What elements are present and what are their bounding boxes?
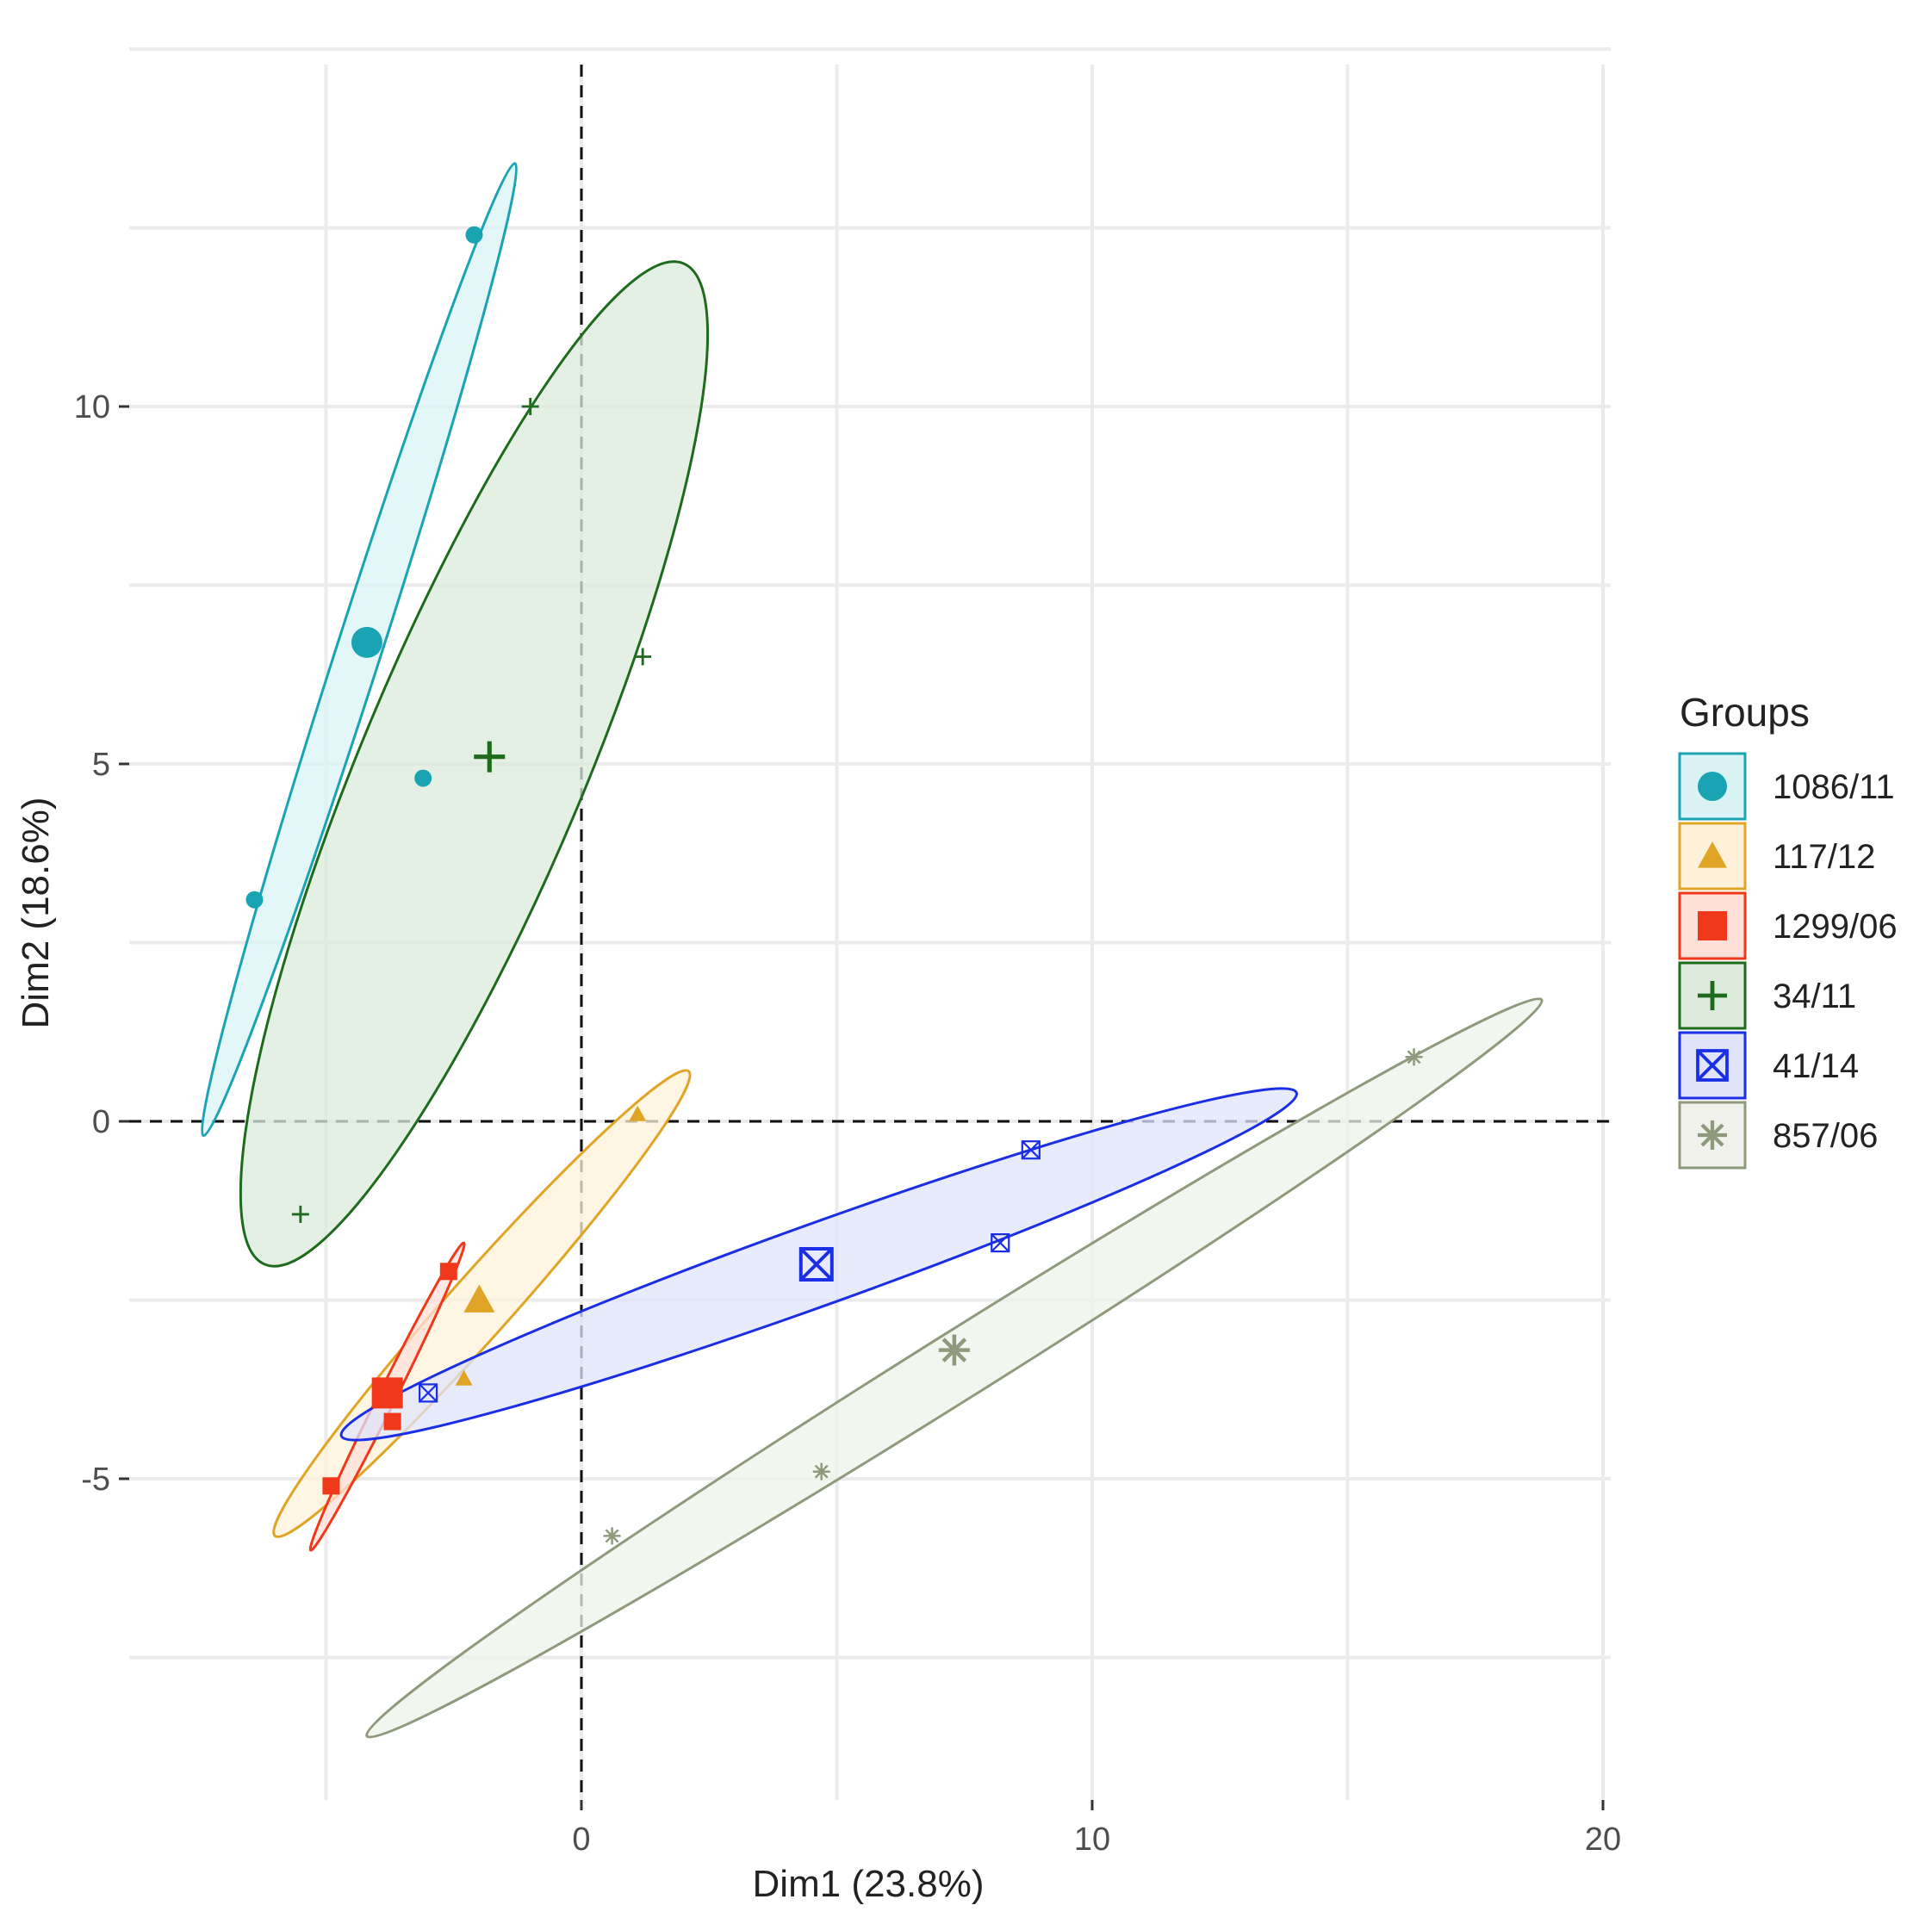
x-tick-label: 10	[1074, 1822, 1110, 1858]
square-marker	[1698, 911, 1727, 940]
y-tick-label: 0	[92, 1104, 110, 1140]
star-ray	[1700, 1123, 1724, 1147]
point-34-11	[634, 648, 652, 666]
point-41-14	[1021, 1140, 1041, 1160]
point-1086-11	[465, 226, 483, 244]
centroid-34-11	[474, 741, 506, 773]
point-857-06	[1405, 1048, 1423, 1066]
legend-label: 34/11	[1773, 978, 1856, 1015]
legend-key-34-11	[1698, 981, 1727, 1010]
centroid-1299-06	[371, 1377, 403, 1409]
square-x-box	[1021, 1140, 1041, 1160]
centroid-857-06	[938, 1334, 970, 1366]
point-1299-06	[383, 1412, 401, 1431]
triangle-marker	[629, 1105, 647, 1121]
legend-key-1299-06	[1698, 911, 1727, 940]
triangle-marker	[1698, 841, 1727, 868]
legend-label: 117/12	[1773, 838, 1875, 876]
point-1299-06	[322, 1477, 340, 1495]
point-857-06	[812, 1462, 830, 1480]
square-x-box	[1696, 1049, 1729, 1082]
y-tick-label: -5	[81, 1462, 110, 1498]
legend-label: 1299/06	[1773, 908, 1898, 946]
ellipse-34-11	[239, 260, 710, 1268]
point-1086-11	[245, 891, 264, 909]
x-tick-label: 0	[572, 1822, 590, 1858]
point-1086-11	[414, 769, 432, 787]
point-41-14	[991, 1232, 1010, 1253]
square-x-box	[991, 1232, 1010, 1253]
square-marker	[383, 1412, 401, 1431]
circle-marker	[414, 769, 432, 787]
square-x-d2	[991, 1233, 1010, 1252]
star-ray	[941, 1337, 967, 1362]
legend-item-1086-11: 1086/11	[1678, 752, 1895, 821]
legend-item-857-06: 857/06	[1678, 1101, 1878, 1170]
legend-key-857-06	[1698, 1120, 1727, 1150]
centroid-117-12	[463, 1284, 495, 1313]
legend-title: Groups	[1680, 690, 1810, 735]
legend-label: 41/14	[1773, 1047, 1859, 1085]
point-117-12	[629, 1105, 647, 1121]
legend-item-117-12: 117/12	[1678, 822, 1875, 891]
y-tick-label: 10	[74, 389, 110, 425]
legend-key-41-14	[1696, 1049, 1729, 1082]
square-x-d2	[1696, 1049, 1729, 1082]
circle-marker	[245, 891, 264, 909]
centroid-41-14	[798, 1247, 834, 1282]
centroid-1086-11	[351, 626, 382, 658]
star-ray	[814, 1464, 829, 1479]
circle-marker	[465, 226, 483, 244]
point-41-14	[418, 1383, 438, 1403]
point-857-06	[603, 1527, 621, 1545]
legend: Groups 1086/11 117/12 1299/06 34/11 41/14 857…	[1678, 690, 1898, 1170]
star-ray	[605, 1529, 619, 1543]
legend-key-117-12	[1698, 841, 1727, 868]
point-1299-06	[439, 1263, 457, 1281]
circle-marker	[1698, 772, 1727, 801]
legend-item-34-11: 34/11	[1678, 961, 1856, 1030]
legend-key-1086-11	[1698, 772, 1727, 801]
triangle-marker	[463, 1284, 495, 1313]
x-tick-label: 20	[1585, 1822, 1621, 1858]
square-marker	[371, 1377, 403, 1409]
axes: 0 10 20 -5 0 5 10	[74, 389, 1621, 1858]
legend-label: 1086/11	[1773, 768, 1895, 806]
point-34-11	[521, 398, 539, 415]
triangle-marker	[455, 1369, 473, 1386]
square-x-d2	[419, 1383, 438, 1403]
legend-item-1299-06: 1299/06	[1678, 891, 1898, 960]
data-points	[245, 226, 1423, 1545]
y-tick-label: 5	[92, 747, 110, 783]
point-117-12	[455, 1369, 473, 1386]
circle-marker	[351, 626, 382, 658]
confidence-ellipses	[200, 162, 1544, 1739]
ellipse-857-06	[365, 997, 1544, 1739]
point-34-11	[291, 1205, 309, 1223]
x-axis-label: Dim1 (23.8%)	[753, 1863, 985, 1905]
legend-item-41-14: 41/14	[1678, 1031, 1859, 1100]
y-axis-label: Dim2 (18.6%)	[15, 798, 57, 1029]
star-ray	[1407, 1050, 1421, 1064]
square-marker	[322, 1477, 340, 1495]
square-x-d2	[1022, 1140, 1041, 1159]
legend-label: 857/06	[1773, 1117, 1878, 1155]
square-marker	[439, 1263, 457, 1281]
square-x-d2	[799, 1247, 834, 1282]
square-x-box	[798, 1247, 834, 1282]
square-x-box	[418, 1383, 438, 1403]
ellipse-41-14	[339, 1087, 1298, 1442]
